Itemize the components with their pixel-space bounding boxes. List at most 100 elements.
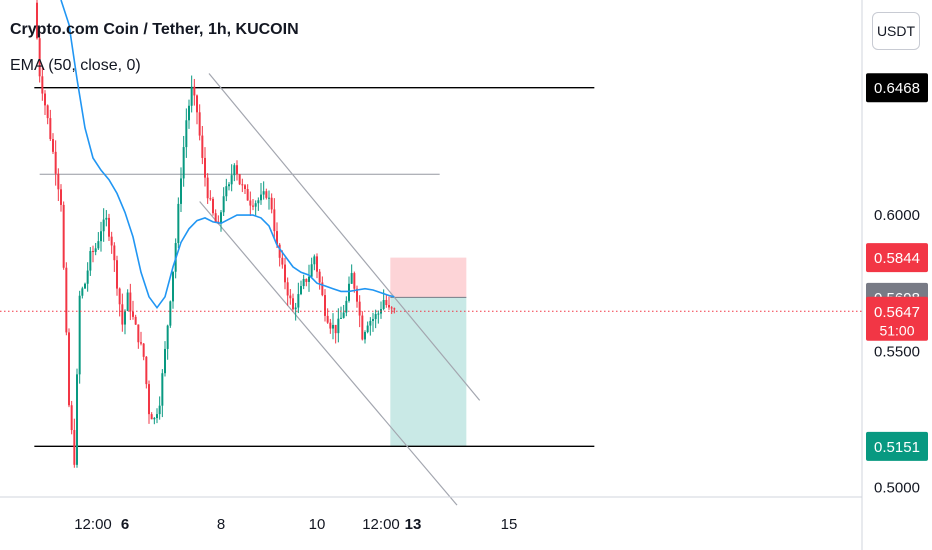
candle-body bbox=[177, 203, 180, 244]
candle-body bbox=[281, 257, 284, 265]
candle-body bbox=[204, 157, 206, 178]
candle-body bbox=[310, 264, 313, 277]
candle-body bbox=[108, 217, 110, 237]
candle-body bbox=[305, 278, 308, 282]
candle-body bbox=[129, 292, 132, 312]
candle-body bbox=[300, 286, 302, 295]
candle-body bbox=[166, 325, 169, 349]
candle-body bbox=[193, 86, 196, 96]
candle-body bbox=[382, 299, 385, 310]
candle-body bbox=[38, 38, 41, 77]
candle-body bbox=[390, 307, 393, 309]
position-tool bbox=[390, 257, 467, 447]
candle-body bbox=[57, 173, 60, 190]
candle-body bbox=[372, 319, 374, 321]
candle-body bbox=[297, 294, 300, 308]
candle-body bbox=[110, 236, 113, 246]
currency-selector[interactable]: USDT bbox=[872, 12, 920, 50]
candle-body bbox=[321, 282, 324, 296]
candle-body bbox=[356, 288, 358, 302]
candle-body bbox=[350, 273, 353, 284]
candle-body bbox=[284, 264, 286, 283]
candle-body bbox=[92, 251, 94, 253]
candle-body bbox=[113, 245, 116, 261]
candle-body bbox=[126, 292, 129, 311]
price-label-text: 0.5647 bbox=[874, 304, 920, 321]
candle-body bbox=[41, 76, 44, 94]
candle-body bbox=[236, 165, 238, 175]
candle-body bbox=[276, 231, 278, 245]
candle-body bbox=[36, 2, 38, 39]
candle-body bbox=[289, 295, 292, 299]
price-label: 0.5151 bbox=[866, 431, 928, 461]
candle-body bbox=[84, 283, 86, 289]
candle-body bbox=[132, 311, 134, 317]
candle-body bbox=[230, 175, 233, 185]
candle-body bbox=[374, 314, 377, 320]
ema-indicator-legend[interactable]: EMA (50, close, 0) bbox=[10, 57, 141, 74]
candle-body bbox=[324, 295, 326, 316]
candle-body bbox=[161, 373, 164, 406]
y-tick-label: 0.5000 bbox=[874, 479, 920, 496]
candle-body bbox=[337, 318, 340, 334]
candle-body bbox=[134, 316, 137, 325]
candle-body bbox=[180, 178, 182, 204]
candle-body bbox=[364, 332, 366, 340]
candle-body bbox=[340, 317, 342, 319]
candle-body bbox=[190, 86, 193, 106]
candle-body bbox=[86, 270, 89, 284]
candle-body bbox=[49, 118, 52, 140]
candle-body bbox=[377, 313, 380, 315]
x-tick-label: 15 bbox=[501, 516, 518, 533]
candle-body bbox=[164, 348, 166, 374]
price-label-bg bbox=[866, 296, 928, 341]
candle-body bbox=[260, 194, 262, 201]
y-tick-label: 0.6000 bbox=[874, 207, 920, 224]
countdown-text: 51:00 bbox=[879, 322, 914, 338]
price-label-text: 0.6468 bbox=[874, 80, 920, 97]
price-label-bg bbox=[866, 243, 928, 273]
candle-body bbox=[302, 278, 305, 287]
candle-body bbox=[172, 271, 174, 302]
candle-body bbox=[254, 203, 257, 207]
channel-line-1 bbox=[199, 201, 458, 506]
candle-body bbox=[78, 295, 81, 375]
candle-body bbox=[145, 356, 148, 385]
candle-body bbox=[198, 112, 201, 136]
candle-body bbox=[348, 283, 350, 301]
candle-body bbox=[97, 241, 100, 249]
candle-body bbox=[334, 324, 337, 334]
candle-body bbox=[185, 120, 188, 148]
candle-body bbox=[116, 260, 118, 289]
candle-body bbox=[342, 312, 345, 318]
candle-body bbox=[262, 191, 265, 195]
price-label-bg bbox=[866, 431, 928, 461]
candle-body bbox=[142, 343, 145, 357]
candle-body bbox=[148, 384, 150, 415]
candle-body bbox=[121, 304, 124, 325]
candle-body bbox=[388, 305, 390, 308]
x-tick-label: 8 bbox=[217, 516, 225, 533]
candle-body bbox=[265, 191, 268, 198]
candle-body bbox=[270, 197, 273, 210]
x-tick-label: 10 bbox=[309, 516, 326, 533]
price-label-text: 0.5844 bbox=[874, 250, 920, 267]
candle-body bbox=[156, 414, 158, 419]
candle-body bbox=[222, 196, 225, 213]
candle-body bbox=[65, 267, 68, 333]
candle-body bbox=[150, 414, 153, 420]
candle-body bbox=[369, 320, 372, 326]
price-label: 0.6468 bbox=[866, 73, 928, 103]
candle-body bbox=[140, 342, 142, 344]
candle-body bbox=[233, 165, 236, 176]
candle-body bbox=[292, 298, 294, 310]
candle-body bbox=[308, 276, 310, 282]
price-label-text: 0.5151 bbox=[874, 439, 920, 456]
candle-body bbox=[201, 135, 204, 158]
candle-body bbox=[278, 244, 281, 258]
candle-body bbox=[385, 299, 388, 306]
candle-body bbox=[62, 204, 65, 268]
